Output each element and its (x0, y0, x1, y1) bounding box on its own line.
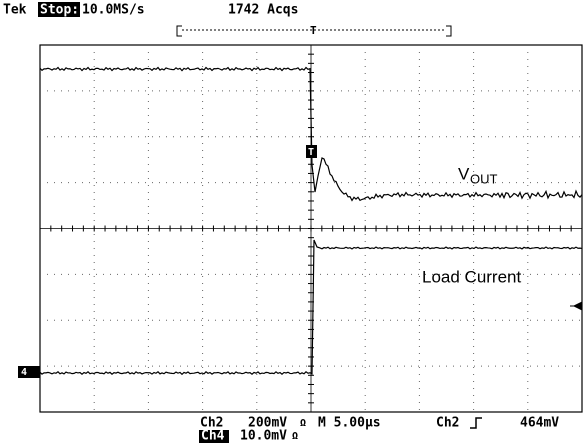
record-bracket (176, 25, 452, 37)
vout-trace (39, 66, 583, 202)
vout-subscript: OUT (470, 171, 498, 186)
sample-rate: 10.0MS/s (82, 3, 145, 18)
ch4-scale: 10.0mV (240, 429, 287, 443)
trigger-slope (470, 417, 482, 429)
load-current-label: Load Current (422, 267, 522, 286)
trigger-marker-label: T (308, 147, 314, 158)
ch4-marker-label: 4 (21, 367, 27, 378)
ch4-box (199, 430, 229, 443)
trigger-level: 464mV (520, 416, 559, 431)
ch2-label: Ch2 (200, 416, 223, 431)
trigger-marker (306, 145, 317, 158)
state: Stop: (40, 3, 79, 18)
ch4-label: Ch4 (201, 429, 225, 443)
trigger-source: Ch2 (436, 416, 459, 431)
record-trigger: T (310, 24, 317, 37)
ch2-scale: 200mV (248, 416, 287, 431)
load-current-trace (39, 239, 583, 376)
brand: Tek (3, 3, 27, 18)
timebase: M 5.00µs (318, 416, 381, 431)
ch4-marker (18, 366, 40, 378)
vout-label: V (458, 164, 470, 183)
ch4-coupling: Ω (292, 431, 298, 442)
state-box (38, 2, 80, 17)
ch2-coupling: Ω (300, 418, 306, 429)
acquisitions: 1742 Acqs (228, 3, 298, 18)
trigger-level-arrow (570, 301, 583, 311)
traces (39, 66, 583, 376)
